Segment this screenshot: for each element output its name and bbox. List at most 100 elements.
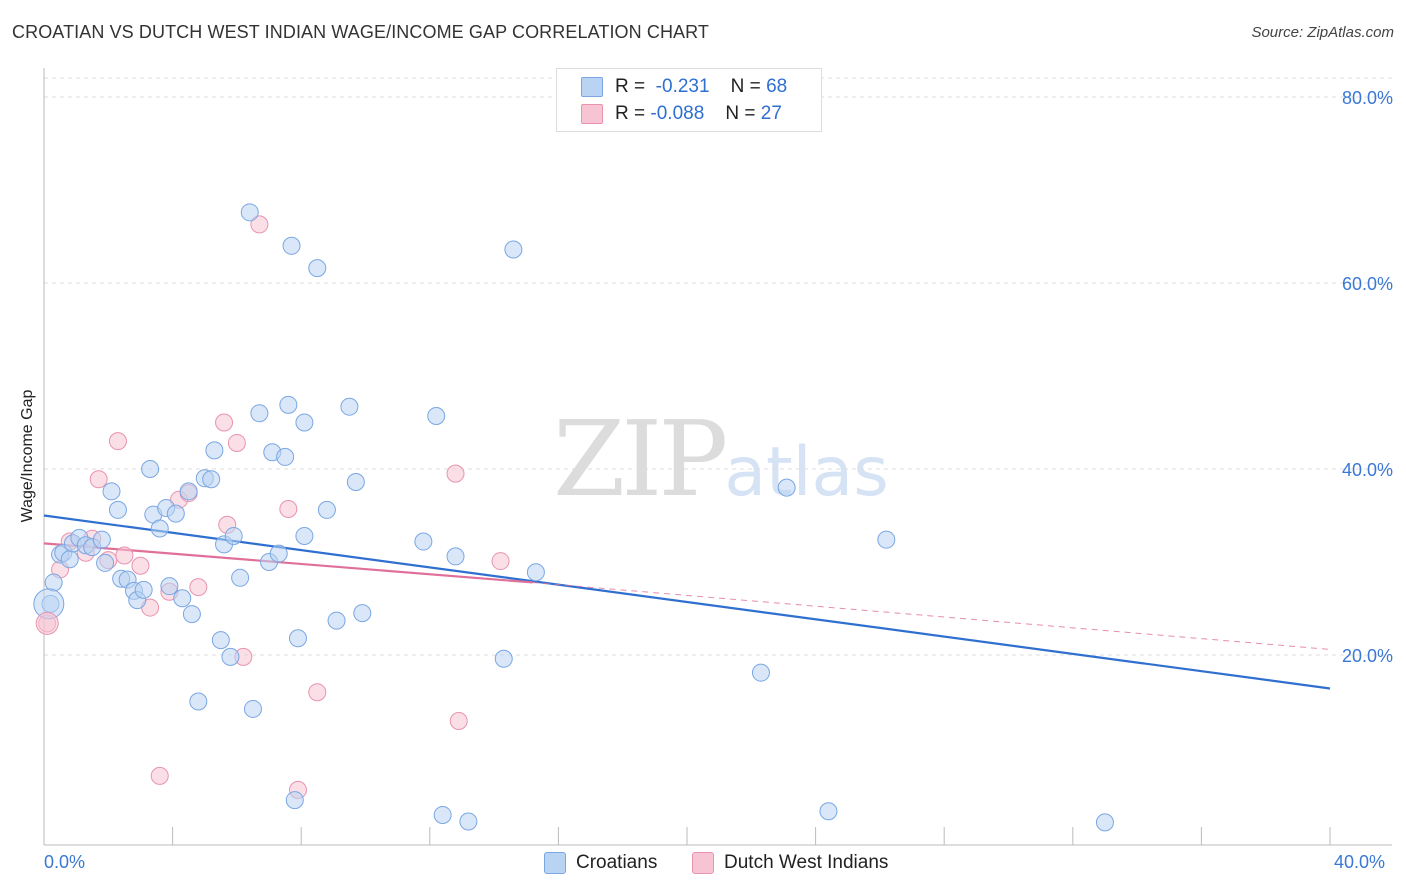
point-dutch-west-indians bbox=[108, 432, 127, 451]
point-croatians bbox=[221, 647, 240, 666]
point-croatians bbox=[819, 802, 838, 821]
series-legend-croatians[interactable]: Croatians bbox=[544, 852, 657, 874]
y-tick-label: 20.0% bbox=[1342, 646, 1393, 666]
point-croatians bbox=[240, 203, 259, 222]
y-tick-label: 80.0% bbox=[1342, 88, 1393, 108]
series-legend-dutch-west-indians[interactable]: Dutch West Indians bbox=[692, 852, 888, 874]
watermark-atlas: atlas bbox=[724, 433, 889, 512]
point-croatians bbox=[777, 478, 796, 497]
point-croatians bbox=[102, 482, 121, 501]
y-tick-label: 60.0% bbox=[1342, 274, 1393, 294]
point-croatians bbox=[189, 692, 208, 711]
point-croatians bbox=[433, 805, 452, 824]
point-dutch-west-indians bbox=[189, 578, 208, 597]
legend-r-value: -0.088 bbox=[650, 103, 705, 124]
legend-swatch-blue bbox=[581, 77, 603, 97]
series-legend: Croatians Dutch West Indians bbox=[0, 852, 1406, 878]
x-tick-label-min: 0.0% bbox=[44, 852, 86, 872]
y-tick-labels: 20.0% 40.0% 60.0% 80.0% bbox=[1342, 88, 1393, 666]
point-croatians bbox=[179, 482, 198, 501]
series-legend-label: Dutch West Indians bbox=[724, 852, 889, 873]
legend-r-label: R = bbox=[615, 76, 646, 97]
watermark: ZIPatlas bbox=[553, 398, 889, 520]
grid-lines bbox=[44, 77, 1392, 656]
point-croatians bbox=[231, 568, 250, 587]
point-dutch-west-indians bbox=[279, 499, 298, 518]
x-tick-label-max: 40.0% bbox=[1334, 852, 1386, 872]
point-croatians bbox=[202, 470, 221, 489]
point-croatians bbox=[182, 605, 201, 624]
y-tick-label: 40.0% bbox=[1342, 460, 1393, 480]
legend-n-label: N = bbox=[725, 103, 756, 124]
point-croatians bbox=[250, 404, 269, 423]
point-croatians bbox=[160, 577, 179, 596]
point-dutch-west-indians bbox=[250, 215, 269, 234]
series-swatch-blue bbox=[544, 852, 566, 874]
point-croatians bbox=[414, 532, 433, 551]
point-croatians bbox=[224, 526, 243, 545]
point-dutch-west-indians bbox=[491, 552, 510, 571]
point-croatians bbox=[166, 504, 185, 523]
point-croatians bbox=[211, 631, 230, 650]
point-croatians bbox=[150, 519, 169, 538]
point-croatians bbox=[282, 236, 301, 255]
point-dutch-west-indians bbox=[227, 433, 246, 452]
point-croatians bbox=[877, 530, 896, 549]
legend-n-label: N = bbox=[730, 76, 761, 97]
point-croatians bbox=[327, 611, 346, 630]
point-croatians bbox=[243, 699, 262, 718]
point-dutch-west-indians bbox=[449, 712, 468, 731]
point-croatians bbox=[346, 473, 365, 492]
point-croatians bbox=[317, 500, 336, 519]
point-croatians bbox=[504, 240, 523, 259]
legend-row-dutch-west-indians: R = -0.088 N = 27 bbox=[581, 102, 782, 126]
point-croatians bbox=[446, 547, 465, 566]
data-points bbox=[33, 203, 1114, 832]
point-dutch-west-indians bbox=[150, 766, 169, 785]
point-croatians bbox=[60, 550, 79, 569]
point-croatians bbox=[285, 791, 304, 810]
point-croatians bbox=[295, 413, 314, 432]
trend-line-croatians bbox=[43, 514, 1331, 690]
point-croatians bbox=[279, 395, 298, 414]
point-croatians bbox=[173, 589, 192, 608]
point-croatians bbox=[751, 663, 770, 682]
point-dutch-west-indians bbox=[89, 470, 108, 489]
point-croatians bbox=[96, 553, 115, 572]
series-legend-label: Croatians bbox=[576, 852, 658, 873]
point-croatians bbox=[205, 441, 224, 460]
point-dutch-west-indians bbox=[215, 413, 234, 432]
point-dutch-west-indians-large bbox=[35, 611, 59, 635]
point-croatians bbox=[1095, 813, 1114, 832]
point-croatians bbox=[340, 397, 359, 416]
point-croatians bbox=[269, 544, 288, 563]
chart-title: CROATIAN VS DUTCH WEST INDIAN WAGE/INCOM… bbox=[12, 22, 710, 42]
point-dutch-west-indians bbox=[115, 546, 134, 565]
trend-line-dutch-west-indians-extension bbox=[532, 581, 1331, 650]
point-croatians bbox=[494, 649, 513, 668]
point-croatians bbox=[353, 604, 372, 623]
legend-row-croatians: R = -0.231 N = 68 bbox=[581, 75, 787, 99]
point-dutch-west-indians bbox=[308, 683, 327, 702]
watermark-zip: ZIP bbox=[553, 398, 728, 520]
point-dutch-west-indians bbox=[446, 464, 465, 483]
point-croatians bbox=[141, 460, 160, 478]
point-croatians bbox=[295, 526, 314, 545]
source-label: Source: ZipAtlas.com bbox=[1251, 24, 1394, 41]
legend-r-label: R = bbox=[615, 103, 646, 124]
legend-r-value: -0.231 bbox=[655, 76, 710, 97]
point-croatians bbox=[276, 447, 295, 466]
point-croatians bbox=[427, 406, 446, 425]
point-croatians bbox=[526, 563, 545, 582]
point-croatians bbox=[308, 259, 327, 278]
stats-legend: R = -0.231 N = 68 R = -0.088 N = 27 bbox=[556, 68, 822, 132]
point-croatians bbox=[288, 629, 307, 648]
point-croatians bbox=[134, 580, 153, 599]
point-dutch-west-indians bbox=[131, 556, 150, 575]
legend-n-value: 68 bbox=[766, 76, 788, 97]
point-croatians bbox=[459, 812, 478, 831]
legend-swatch-pink bbox=[581, 104, 603, 124]
series-swatch-pink bbox=[692, 852, 714, 874]
axes bbox=[43, 68, 1392, 846]
